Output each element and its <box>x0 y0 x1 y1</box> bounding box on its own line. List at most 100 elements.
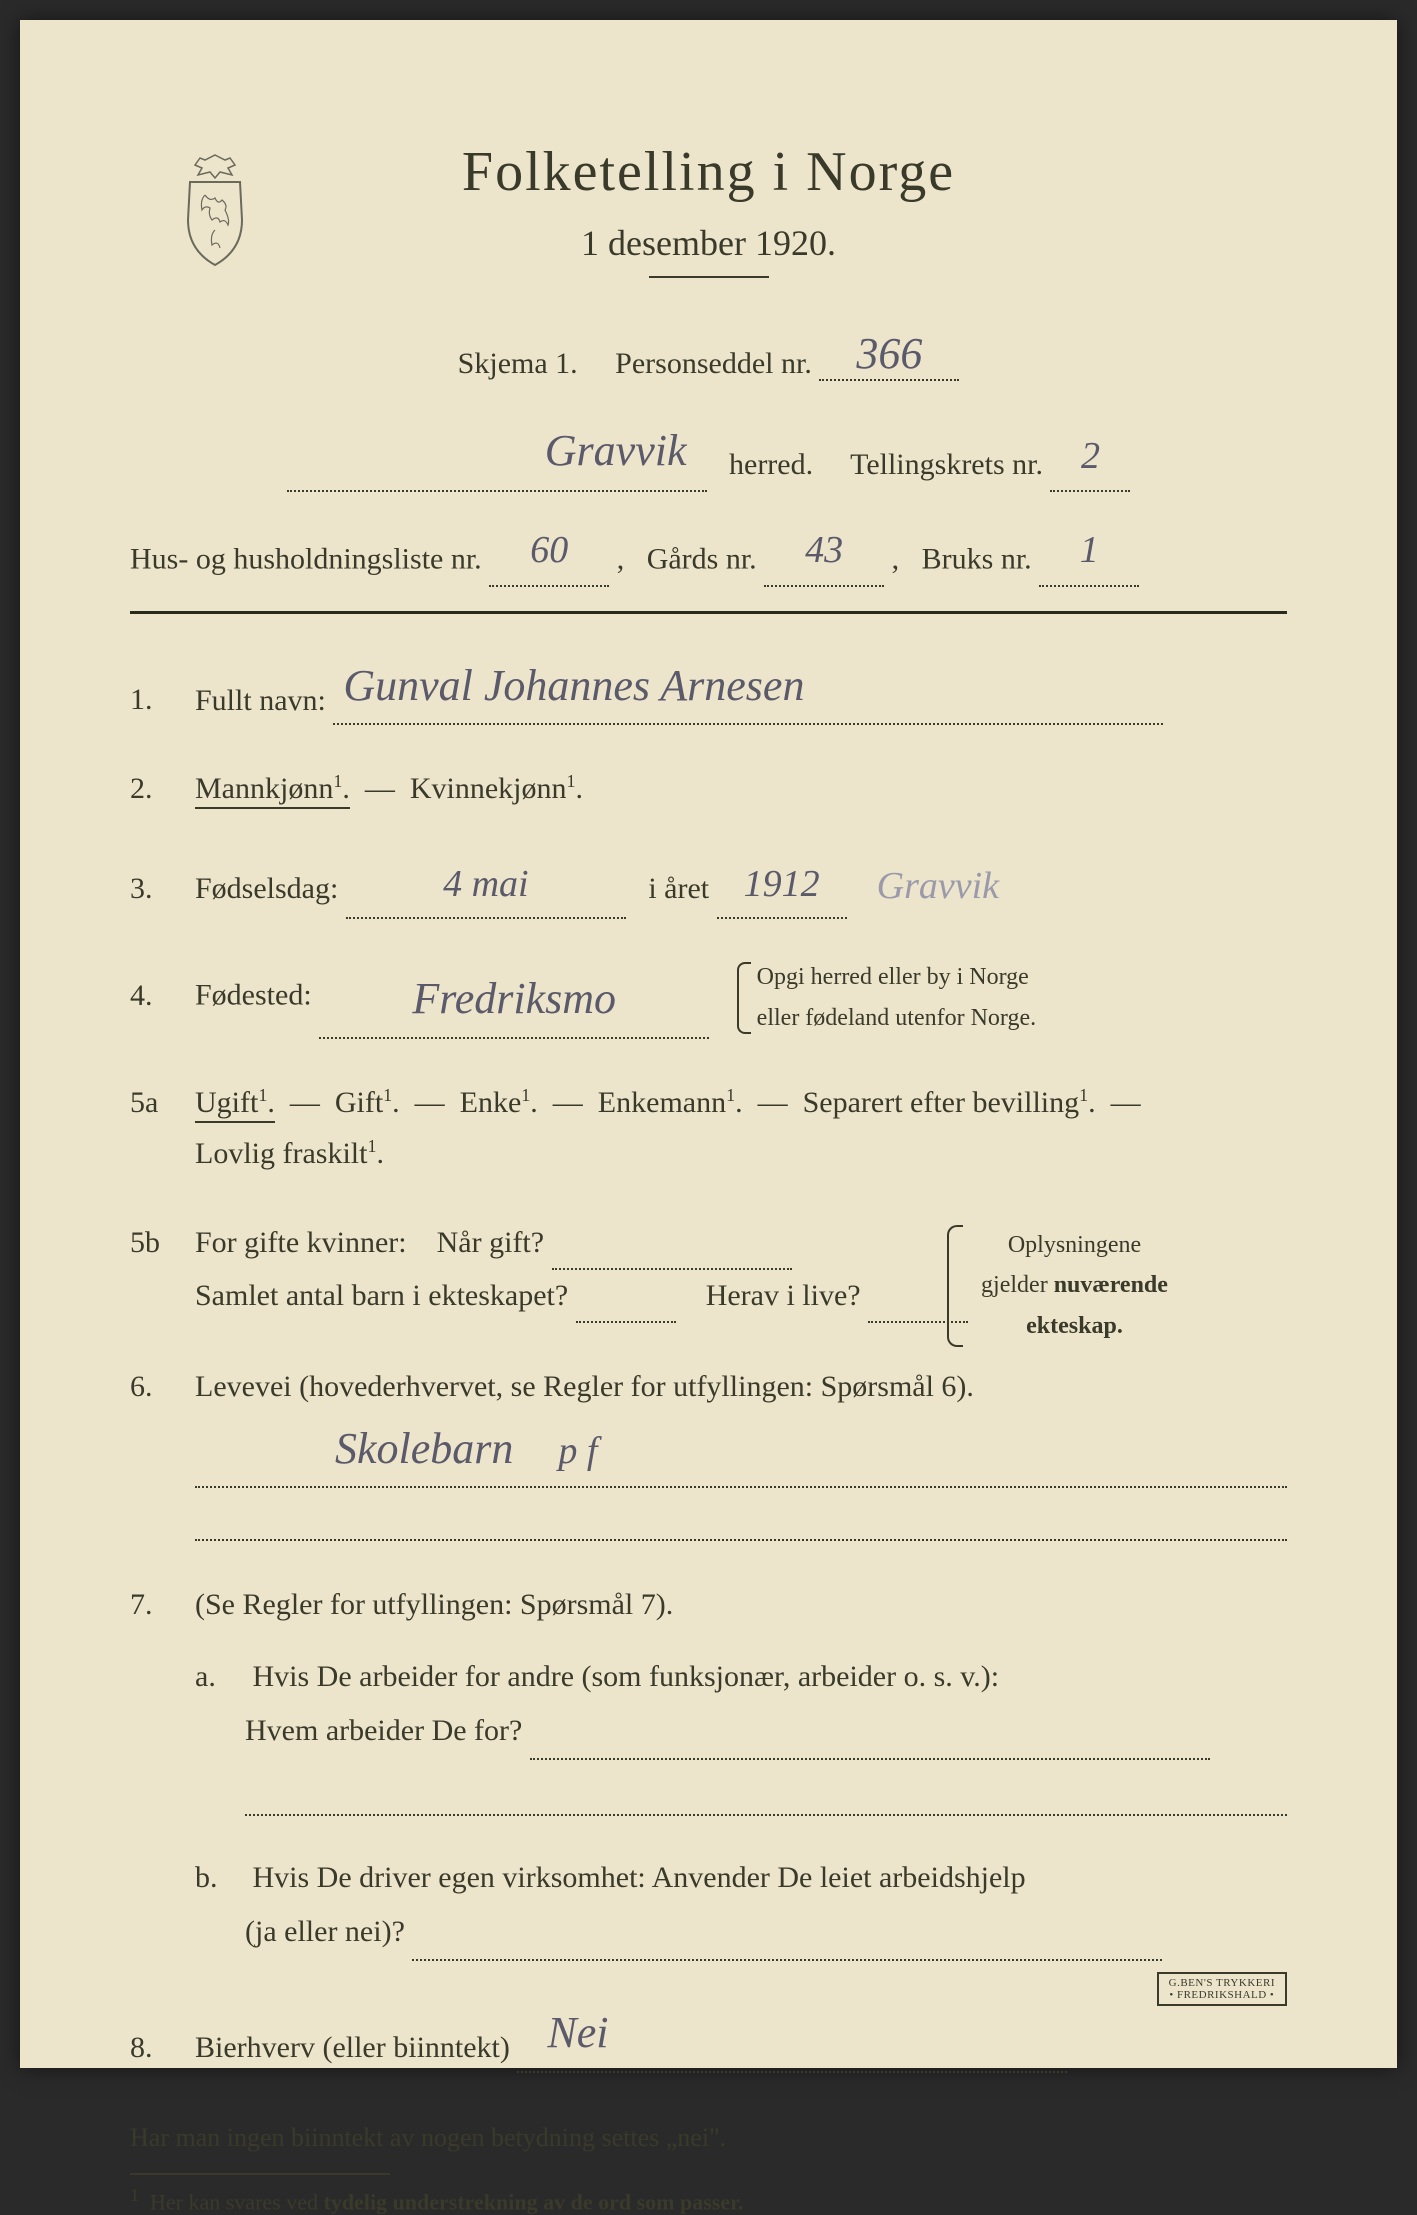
gards-value: 43 <box>805 516 843 584</box>
husliste-field: 60 <box>489 516 609 586</box>
question-7: 7. (Se Regler for utfyllingen: Spørsmål … <box>130 1579 1287 1630</box>
husliste-row: Hus- og husholdningsliste nr. 60 , Gårds… <box>130 516 1287 586</box>
husliste-label: Hus- og husholdningsliste nr. <box>130 543 482 576</box>
tellingskrets-field: 2 <box>1050 422 1130 492</box>
q1-value: Gunval Johannes Arnesen <box>343 649 804 724</box>
footnote-num: 1 <box>130 2185 139 2205</box>
q6-extra: p f <box>558 1419 597 1484</box>
subtitle-date: 1 desember 1920. <box>581 222 836 276</box>
q6-field-2 <box>195 1488 1287 1541</box>
question-8: 8. Bierhverv (eller biinntekt) Nei <box>130 1996 1287 2073</box>
q4-note: Opgi herred eller by i Norge eller fødel… <box>737 957 1036 1039</box>
personseddel-label: Personseddel nr. <box>615 347 812 380</box>
q1-number: 1. <box>130 674 195 725</box>
bruks-field: 1 <box>1039 516 1139 586</box>
q5a-enkemann: Enkemann1. <box>598 1086 743 1119</box>
q4-number: 4. <box>130 970 195 1021</box>
q3-extra-value: Gravvik <box>877 854 999 919</box>
q3-number: 3. <box>130 863 195 914</box>
q7a-field <box>530 1704 1210 1760</box>
herred-row: Gravvik herred. Tellingskrets nr. 2 <box>130 411 1287 492</box>
tellingskrets-label: Tellingskrets nr. <box>850 448 1043 481</box>
q6-value: Skolebarn <box>335 1412 513 1487</box>
form-id-row: Skjema 1. Personseddel nr. 366 <box>130 328 1287 381</box>
printer-stamp: G.BEN'S TRYKKERI • FREDRIKSHALD • <box>1157 1972 1287 2006</box>
q8-content: Bierhverv (eller biinntekt) Nei <box>195 1996 1287 2073</box>
census-form-document: Folketelling i Norge 1 desember 1920. Sk… <box>20 20 1397 2068</box>
q5a-ugift: Ugift1. <box>195 1086 275 1123</box>
q8-field: Nei <box>517 1996 1067 2073</box>
q7b-field <box>412 1905 1162 1961</box>
question-6: 6. Levevei (hovederhvervet, se Regler fo… <box>130 1361 1287 1542</box>
q5b-side-note: Oplysningene gjelder nuværende ekteskap. <box>947 1225 1177 1347</box>
q5a-separert: Separert efter bevilling1. <box>803 1086 1096 1119</box>
skjema-label: Skjema 1. <box>458 347 578 380</box>
q5a-fraskilt: Lovlig fraskilt1. <box>195 1137 384 1170</box>
q2-kvinne: Kvinnekjønn1. <box>410 772 583 805</box>
question-7b: b. Hvis De driver egen virksomhet: Anven… <box>195 1851 1287 1961</box>
title-underline <box>649 276 769 278</box>
personseddel-nr-value: 366 <box>856 328 922 379</box>
question-5b: 5b For gifte kvinner: Når gift? Samlet a… <box>130 1217 1287 1323</box>
document-header: Folketelling i Norge 1 desember 1920. <box>130 140 1287 278</box>
footer-note: Har man ingen biinntekt av nogen betydni… <box>130 2123 1287 2153</box>
q4-label: Fødested: <box>195 979 312 1012</box>
gards-label: Gårds nr. <box>647 543 757 576</box>
q7a-label: Hvis De arbeider for andre (som funksjon… <box>253 1660 1000 1693</box>
footnote-divider <box>130 2173 390 2175</box>
question-7a: a. Hvis De arbeider for andre (som funks… <box>195 1650 1287 1816</box>
q7b-letter: b. <box>195 1851 245 1905</box>
q7b-question: (ja eller nei)? <box>245 1915 405 1948</box>
q5b-label: For gifte kvinner: <box>195 1226 407 1259</box>
q6-number: 6. <box>130 1361 195 1412</box>
q4-content: Fødested: Fredriksmo Opgi herred eller b… <box>195 957 1287 1039</box>
q2-number: 2. <box>130 763 195 814</box>
q8-value: Nei <box>547 1996 608 2071</box>
lion-crest-svg <box>170 150 260 270</box>
q5a-content: Ugift1. — Gift1. — Enke1. — Enkemann1. —… <box>195 1077 1287 1179</box>
question-5a: 5a Ugift1. — Gift1. — Enke1. — Enkemann1… <box>130 1077 1287 1179</box>
q6-field: Skolebarn p f <box>195 1412 1287 1489</box>
q7b-label: Hvis De driver egen virksomhet: Anvender… <box>253 1861 1026 1894</box>
bruks-label: Bruks nr. <box>922 543 1032 576</box>
q3-content: Fødselsdag: 4 mai i året 1912 Gravvik <box>195 852 1287 919</box>
q6-content: Levevei (hovederhvervet, se Regler for u… <box>195 1361 1287 1542</box>
q5b-note-1: Oplysningene <box>1008 1232 1141 1258</box>
footnote: 1 Her kan svares ved tydelig understrekn… <box>130 2185 1287 2215</box>
q5b-nargift: Når gift? <box>437 1226 544 1259</box>
gards-field: 43 <box>764 516 884 586</box>
q3-label: Fødselsdag: <box>195 872 338 905</box>
herred-field: Gravvik <box>287 411 707 492</box>
q5b-number: 5b <box>130 1217 195 1268</box>
q2-content: Mannkjønn1. — Kvinnekjønn1. <box>195 763 1287 814</box>
q3-day-value: 4 mai <box>443 852 529 917</box>
q7a-letter: a. <box>195 1650 245 1704</box>
stamp-line2: • FREDRIKSHALD • <box>1169 1989 1274 2001</box>
q2-mann: Mannkjønn1. <box>195 772 350 809</box>
q5a-number: 5a <box>130 1077 195 1128</box>
q5b-note-2: gjelder nuværende <box>981 1272 1168 1298</box>
q4-field: Fredriksmo <box>319 962 709 1039</box>
q4-note-line2: eller fødeland utenfor Norge. <box>757 1005 1036 1031</box>
question-2: 2. Mannkjønn1. — Kvinnekjønn1. <box>130 763 1287 814</box>
q1-label: Fullt navn: <box>195 683 326 716</box>
header-divider <box>130 611 1287 614</box>
q5b-nargift-field <box>552 1217 792 1270</box>
q7a-question: Hvem arbeider De for? <box>245 1714 522 1747</box>
herred-label: herred. <box>729 448 813 481</box>
q5a-gift: Gift1. <box>335 1086 400 1119</box>
q7a-field-2 <box>245 1760 1287 1816</box>
question-1: 1. Fullt navn: Gunval Johannes Arnesen <box>130 649 1287 726</box>
personseddel-nr-field: 366 <box>819 328 959 381</box>
q3-year-field: 1912 <box>717 852 847 919</box>
husliste-value: 60 <box>530 516 568 584</box>
q3-year-label: i året <box>648 872 709 905</box>
q4-value: Fredriksmo <box>412 962 616 1037</box>
q1-content: Fullt navn: Gunval Johannes Arnesen <box>195 649 1287 726</box>
q3-year-value: 1912 <box>744 852 820 917</box>
tellingskrets-value: 2 <box>1081 422 1100 490</box>
q4-note-line1: Opgi herred eller by i Norge <box>757 964 1029 990</box>
q3-day-field: 4 mai <box>346 852 626 919</box>
main-title: Folketelling i Norge <box>130 140 1287 204</box>
question-3: 3. Fødselsdag: 4 mai i året 1912 Gravvik <box>130 852 1287 919</box>
